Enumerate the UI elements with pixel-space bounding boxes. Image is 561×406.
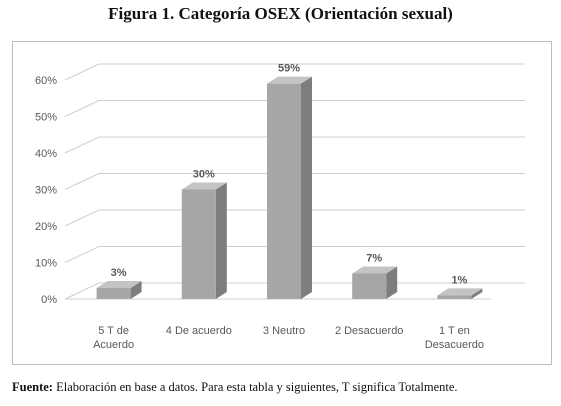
figure-source: Fuente: Elaboración en base a datos. Par… xyxy=(12,380,560,395)
x-tick-label: 1 T en xyxy=(439,325,470,337)
bar-top xyxy=(267,76,312,84)
bar-top xyxy=(96,281,142,289)
x-tick-label: 3 Neutro xyxy=(263,325,305,337)
figure-title: Figura 1. Categoría OSEX (Orientación se… xyxy=(108,4,453,23)
data-label: 7% xyxy=(366,252,382,264)
source-label: Fuente: xyxy=(12,380,53,394)
source-text: Elaboración en base a datos. Para esta t… xyxy=(52,380,458,394)
y-tick-label: 10% xyxy=(35,258,57,270)
bar xyxy=(267,83,301,300)
y-tick-label: 40% xyxy=(35,148,57,160)
gridline xyxy=(64,100,525,117)
y-tick-label: 20% xyxy=(35,221,57,233)
gridline xyxy=(64,63,525,81)
x-tick-label: 2 Desacuerdo xyxy=(335,325,404,337)
y-tick-label: 60% xyxy=(35,75,57,87)
x-tick-label: 5 T de xyxy=(98,325,129,337)
gridline xyxy=(64,209,525,227)
bar-top xyxy=(437,288,483,296)
data-label: 30% xyxy=(193,169,215,181)
bar-chart: 0% 10% 20% 30% 40% 50% 60% 3% 5 T de Acuerdo 30% 4 … xyxy=(35,63,525,351)
gridline xyxy=(64,173,525,190)
bar-side xyxy=(471,288,483,299)
bar xyxy=(96,288,131,299)
y-tick-label: 50% xyxy=(35,112,57,124)
bar xyxy=(352,273,387,299)
data-label: 1% xyxy=(451,274,467,286)
x-tick-label: Desacuerdo xyxy=(425,339,484,351)
y-tick-label: 0% xyxy=(41,294,57,306)
gridline xyxy=(64,246,525,263)
bar xyxy=(181,189,216,299)
data-label: 3% xyxy=(111,267,127,279)
bar-side xyxy=(386,266,398,299)
bar-side xyxy=(130,281,142,299)
x-tick-label: 4 De acuerdo xyxy=(166,325,232,337)
gridline xyxy=(64,136,525,154)
bar-side xyxy=(301,76,312,300)
bar xyxy=(437,295,472,299)
bar-top xyxy=(352,266,398,274)
x-tick-label: Acuerdo xyxy=(93,339,134,351)
data-label: 59% xyxy=(278,63,300,75)
chart-area: 0% 10% 20% 30% 40% 50% 60% 3% 5 T de Acuerdo 30% 4 … xyxy=(12,41,552,365)
bar-top xyxy=(181,182,227,190)
y-tick-label: 30% xyxy=(35,185,57,197)
bar-side xyxy=(215,182,227,299)
